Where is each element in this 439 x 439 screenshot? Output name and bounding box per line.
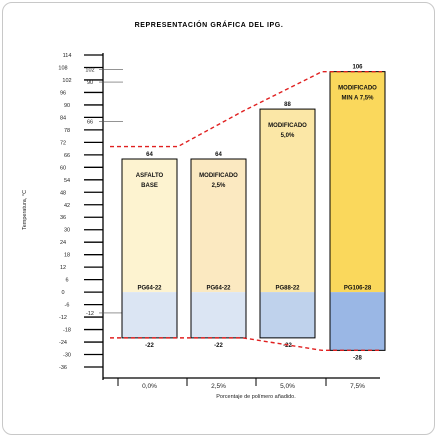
y-tick-label: 78 bbox=[64, 128, 70, 134]
bar-description: MODIFICADO bbox=[338, 86, 377, 92]
bar-bottom-value: -22 bbox=[283, 343, 292, 349]
y-tick-label: 24 bbox=[60, 240, 66, 246]
bar-description: MODIFICADO bbox=[199, 173, 238, 179]
y-axis-label: Temperatura, °C bbox=[22, 190, 28, 230]
bar-bottom-value: -22 bbox=[145, 343, 154, 349]
bar-top-value: 106 bbox=[352, 65, 363, 71]
y-tick-label: -30 bbox=[63, 353, 71, 359]
grade-label: PG106-28 bbox=[344, 286, 372, 292]
lower-trend-line bbox=[110, 337, 382, 352]
x-tick-label: 0,0% bbox=[142, 383, 157, 390]
bar-lower bbox=[260, 292, 315, 338]
secondary-tick-label: -12 bbox=[86, 311, 94, 317]
grade-label: PG88-22 bbox=[275, 286, 300, 292]
secondary-tick-label: 66 bbox=[87, 120, 93, 126]
bar-description: ASFALTO bbox=[136, 173, 164, 179]
bar-top-value: 88 bbox=[284, 102, 291, 108]
x-tick-label: 2,5% bbox=[211, 383, 226, 390]
bar-top-value: 64 bbox=[146, 152, 153, 158]
y-tick-label: 42 bbox=[64, 203, 70, 209]
bar-lower bbox=[191, 292, 246, 338]
upper-trend-line bbox=[110, 70, 382, 148]
y-tick-label: -18 bbox=[63, 328, 71, 334]
y-tick-label: 0 bbox=[61, 290, 64, 296]
y-tick-label: 36 bbox=[60, 215, 66, 221]
y-tick-label: -36 bbox=[59, 365, 67, 371]
bar-upper bbox=[122, 159, 177, 293]
bar-description: BASE bbox=[141, 183, 158, 189]
y-tick-label: 60 bbox=[60, 165, 66, 171]
y-tick-label: 66 bbox=[64, 153, 70, 159]
bar-top-value: 64 bbox=[215, 152, 222, 158]
chart-title: REPRESENTACIÓN GRÁFICA DEL IPG. bbox=[135, 20, 284, 29]
y-tick-label: 6 bbox=[65, 278, 68, 284]
bar-lower bbox=[122, 292, 177, 338]
grade-label: PG64-22 bbox=[206, 286, 231, 292]
y-tick-label: 72 bbox=[60, 140, 66, 146]
bar-bottom-value: -28 bbox=[353, 355, 362, 361]
y-tick-label: 108 bbox=[58, 65, 67, 71]
y-tick-label: 90 bbox=[64, 103, 70, 109]
y-tick-label: 48 bbox=[60, 190, 66, 196]
x-axis-label: Porcentaje de polímero añadido. bbox=[216, 394, 296, 400]
bar-upper bbox=[260, 109, 315, 293]
bar-outline bbox=[121, 158, 178, 339]
y-tick-label: -12 bbox=[59, 315, 67, 321]
y-tick-label: -6 bbox=[65, 303, 70, 309]
x-tick-label: 5,0% bbox=[280, 383, 295, 390]
y-tick-label: 54 bbox=[64, 178, 70, 184]
grade-label: PG64-22 bbox=[137, 286, 162, 292]
bar-description: 2,5% bbox=[212, 183, 226, 189]
y-tick-label: -24 bbox=[59, 340, 67, 346]
y-tick-label: 114 bbox=[63, 53, 72, 59]
bar-lower bbox=[330, 292, 385, 351]
bar-upper bbox=[191, 159, 246, 293]
y-tick-label: 84 bbox=[60, 115, 66, 121]
secondary-tick-label: 90 bbox=[87, 80, 93, 86]
bar-bottom-value: -22 bbox=[214, 343, 223, 349]
y-tick-label: 18 bbox=[64, 253, 70, 259]
y-tick-label: 12 bbox=[60, 265, 66, 271]
secondary-tick-label: 102 bbox=[85, 68, 94, 74]
y-tick-label: 102 bbox=[62, 78, 71, 84]
y-tick-label: 96 bbox=[60, 90, 66, 96]
bar-description: MIN A 7,5% bbox=[342, 96, 375, 102]
bar-outline bbox=[259, 108, 316, 339]
y-tick-label: 30 bbox=[64, 228, 70, 234]
x-tick-label: 7,5% bbox=[350, 383, 365, 390]
bar-description: 5,0% bbox=[281, 133, 295, 139]
bar-description: MODIFICADO bbox=[268, 123, 307, 129]
bar-upper bbox=[330, 71, 385, 293]
